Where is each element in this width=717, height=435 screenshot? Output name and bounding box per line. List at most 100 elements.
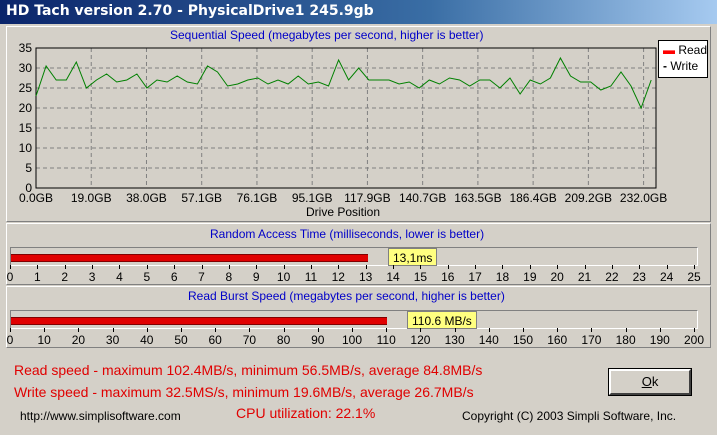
y-tick-label: 25: [19, 81, 33, 95]
scale-tick-label: 10: [37, 333, 51, 347]
legend-write-label: Write: [670, 59, 699, 73]
scale-tick: [283, 328, 285, 332]
ok-label-rest: k: [651, 374, 659, 389]
scale-tick: [146, 328, 148, 332]
write-speed-summary: Write speed - maximum 32.5MS/s, minimum …: [14, 384, 474, 400]
legend-write: - Write: [663, 59, 699, 73]
ok-mnemonic: O: [641, 374, 652, 389]
legend-read: ▬ Read: [663, 43, 708, 57]
sequential-speed-panel: [6, 26, 711, 222]
scale-tick-label: 3: [88, 270, 96, 284]
y-tick-label: 0: [25, 181, 32, 195]
scale-tick: [37, 265, 39, 269]
scale-tick-label: 150: [513, 333, 534, 347]
x-tick-label: 117.9GB: [344, 191, 390, 205]
scale-tick: [694, 328, 695, 332]
scale-tick: [529, 265, 531, 269]
scale-tick-label: 130: [444, 333, 465, 347]
scale-tick-label: 50: [174, 333, 188, 347]
random-access-title: Random Access Time (milliseconds, lower …: [210, 227, 485, 241]
x-tick-label: 163.5GB: [454, 191, 501, 205]
x-axis-label: Drive Position: [306, 205, 381, 219]
scale-tick-label: 0: [6, 333, 14, 347]
scale-tick: [352, 328, 353, 332]
scale-tick-label: 140: [478, 333, 499, 347]
scale-tick-label: 21: [577, 270, 592, 284]
copyright-text: Copyright (C) 2003 Simpli Software, Inc.: [462, 409, 677, 423]
scale-tick-label: 7: [198, 270, 205, 284]
scale-tick-label: 40: [140, 333, 154, 347]
legend: ▬ Read - Write: [658, 40, 708, 78]
scale-tick-label: 16: [441, 270, 455, 284]
scale-tick-label: 13: [358, 270, 373, 284]
ok-button[interactable]: Ok: [608, 368, 692, 396]
plot-area-border: [35, 47, 657, 189]
scale-tick: [502, 265, 504, 269]
scale-tick: [215, 328, 217, 332]
scale-tick-label: 6: [170, 270, 178, 284]
x-tick-label: 95.1GB: [292, 191, 333, 205]
scale-tick: [228, 265, 230, 269]
scale-tick-label: 200: [684, 333, 705, 347]
x-tick-label: 0.0GB: [19, 191, 53, 205]
scale-tick-label: 160: [547, 333, 568, 347]
scale-tick-label: 17: [468, 270, 482, 284]
scale-tick: [64, 265, 66, 269]
scale-tick-label: 22: [605, 270, 619, 284]
y-tick-label: 15: [19, 121, 33, 135]
scale-tick: [92, 265, 94, 269]
burst-speed-gauge: 110.6 MB/s: [10, 310, 698, 329]
scale-tick-label: 9: [252, 270, 260, 284]
x-tick-label: 140.7GB: [399, 191, 446, 205]
burst-speed-title: Read Burst Speed (megabytes per second, …: [188, 289, 505, 303]
cpu-utilization: CPU utilization: 22.1%: [236, 405, 376, 421]
scale-tick: [557, 328, 559, 332]
scale-tick-label: 25: [687, 270, 701, 284]
scale-tick-label: 4: [116, 270, 123, 284]
scale-tick: [10, 265, 11, 269]
scale-tick-label: 5: [143, 270, 151, 284]
scale-tick-label: 190: [649, 333, 670, 347]
scale-tick: [694, 265, 695, 269]
scale-tick: [317, 328, 319, 332]
scale-tick: [146, 265, 148, 269]
scale-tick: [420, 265, 422, 269]
scale-tick-label: 120: [410, 333, 431, 347]
scale-tick: [523, 328, 524, 332]
x-tick-label: 57.1GB: [181, 191, 222, 205]
scale-tick-label: 170: [581, 333, 602, 347]
x-tick-label: 38.0GB: [126, 191, 167, 205]
scale-tick-label: 180: [615, 333, 636, 347]
scale-tick: [659, 328, 661, 332]
sequential-chart: 35 30 25 20 15 10 5 0 0.0GB 19.0GB 38.0GB 57.1GB 76…: [19, 41, 668, 205]
scale-tick: [393, 265, 395, 269]
x-tick-label: 186.4GB: [509, 191, 556, 205]
scale-tick-label: 30: [105, 333, 120, 347]
scale-tick: [488, 328, 490, 332]
scale-tick-label: 2: [61, 270, 69, 284]
scale-tick: [112, 328, 114, 332]
scale-tick: [201, 265, 203, 269]
scale-tick-label: 110: [376, 333, 396, 347]
y-tick-label: 30: [19, 61, 33, 75]
scale-tick: [557, 265, 559, 269]
scale-tick-label: 10: [276, 270, 291, 284]
scale-tick: [584, 265, 586, 269]
burst-speed-bar: [11, 317, 387, 325]
scale-tick-label: 1: [34, 270, 41, 284]
title-bar[interactable]: HD Tach version 2.70 - PhysicalDrive1 24…: [0, 0, 717, 24]
scale-tick-label: 23: [632, 270, 646, 284]
scale-tick: [283, 265, 285, 269]
scale-tick-label: 0: [6, 270, 14, 284]
scale-tick-label: 8: [225, 270, 233, 284]
scale-tick-label: 80: [276, 333, 291, 347]
website-link[interactable]: http://www.simplisoftware.com: [20, 409, 181, 423]
scale-tick-label: 11: [304, 270, 318, 284]
scale-tick: [666, 265, 668, 269]
scale-tick: [338, 265, 340, 269]
scale-tick: [625, 328, 627, 332]
random-access-gauge: 13,1ms: [10, 247, 698, 266]
random-access-value: 13,1ms: [388, 248, 438, 266]
scale-tick-label: 20: [71, 333, 86, 347]
x-tick-label: 232.0GB: [620, 191, 667, 205]
